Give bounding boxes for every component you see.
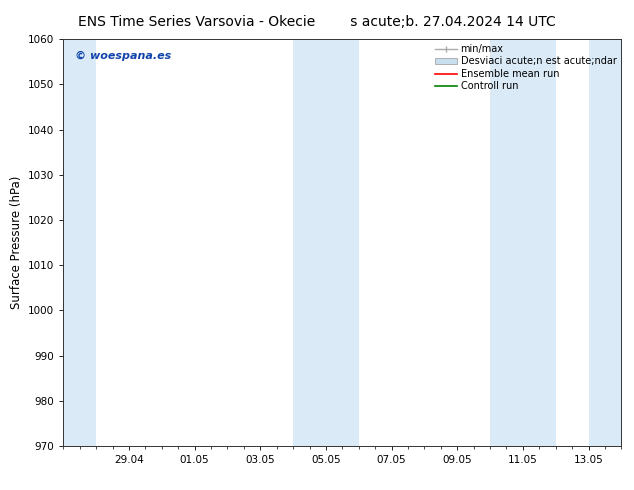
Bar	[63, 39, 96, 446]
Text: ENS Time Series Varsovia - Okecie        s acute;b. 27.04.2024 14 UTC: ENS Time Series Varsovia - Okecie s acut…	[78, 15, 556, 29]
Bar	[588, 39, 621, 446]
Bar	[293, 39, 359, 446]
Text: © woespana.es: © woespana.es	[75, 51, 171, 61]
Legend: min/max, Desviaci acute;n est acute;ndar, Ensemble mean run, Controll run: min/max, Desviaci acute;n est acute;ndar…	[434, 42, 618, 93]
Y-axis label: Surface Pressure (hPa): Surface Pressure (hPa)	[10, 176, 23, 309]
Bar	[490, 39, 555, 446]
